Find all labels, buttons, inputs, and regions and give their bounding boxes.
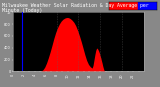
Bar xyxy=(138,2,157,10)
Bar xyxy=(109,2,138,10)
Text: Milwaukee Weather Solar Radiation & Day Average per Minute (Today): Milwaukee Weather Solar Radiation & Day … xyxy=(2,3,148,13)
